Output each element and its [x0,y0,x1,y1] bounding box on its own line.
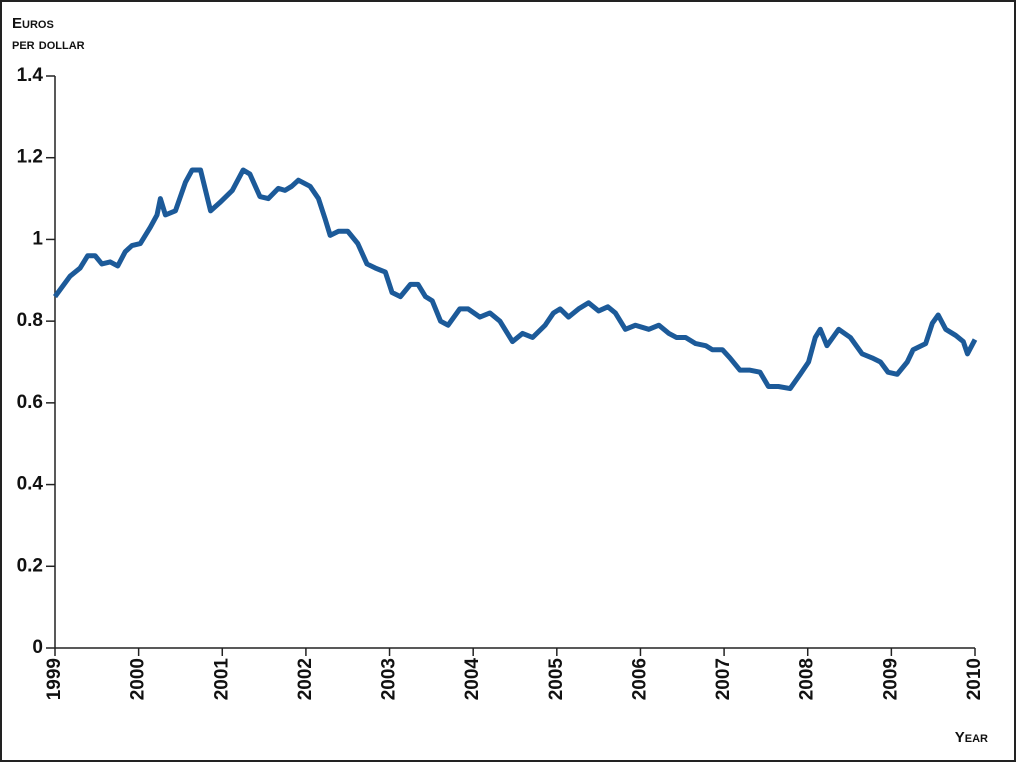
x-tick-label: 2002 [295,658,316,700]
y-axis-label: Euros [12,15,54,32]
x-tick-label: 2009 [880,658,901,700]
x-tick-label: 2000 [128,658,149,700]
y-axis-label: per dollar [12,36,85,53]
x-tick-label: 2008 [797,658,818,700]
x-axis-label: Year [955,729,988,746]
x-tick-label: 1999 [44,658,65,700]
x-tick-label: 2006 [629,658,650,700]
x-tick-label: 2007 [713,658,734,700]
y-tick-label: 0 [32,637,43,658]
x-tick-label: 2010 [964,658,985,700]
y-tick-label: 1.2 [17,147,43,168]
y-tick-label: 0.8 [17,310,43,331]
y-tick-label: 1 [32,228,43,249]
x-tick-label: 2004 [462,658,483,701]
x-tick-label: 2005 [546,658,567,701]
y-tick-label: 1.4 [17,65,44,86]
y-tick-label: 0.2 [17,555,43,576]
y-tick-label: 0.4 [17,474,44,495]
x-tick-label: 2001 [211,658,232,701]
data-line [52,167,978,392]
x-tick-label: 2003 [379,658,400,700]
y-tick-label: 0.6 [17,392,43,413]
